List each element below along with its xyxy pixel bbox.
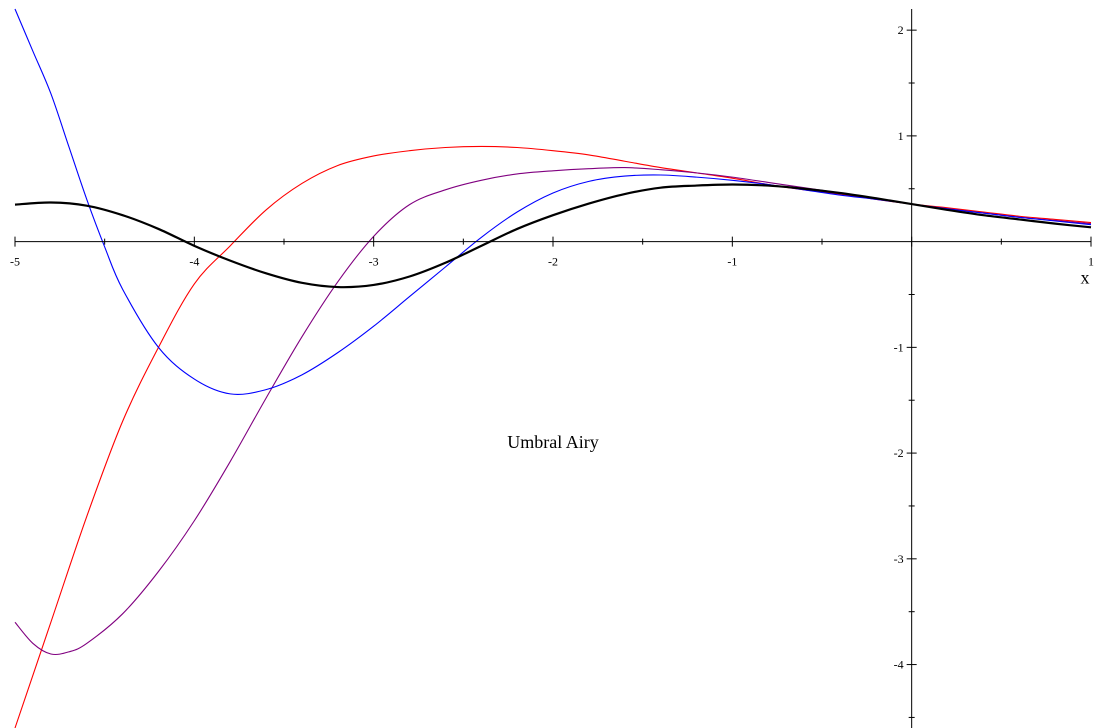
x-tick-label: -3 [369, 255, 379, 269]
y-tick-label: -3 [894, 552, 904, 566]
x-tick-label: -5 [10, 255, 20, 269]
y-tick-label: -2 [894, 446, 904, 460]
axes-layer: -5 -4 -3 -2 -1 1 2 1 -1 -2 -3 -4 [10, 9, 1094, 728]
curves-layer [14, 8, 1092, 728]
y-tick-label: 2 [898, 23, 904, 37]
x-tick-label: -1 [727, 255, 737, 269]
chart-annotation: Umbral Airy [507, 432, 599, 452]
y-tick-label: -1 [894, 340, 904, 354]
tick-labels: -5 -4 -3 -2 -1 1 2 1 -1 -2 -3 -4 [10, 23, 1094, 671]
series-line-2 [14, 8, 1092, 395]
x-axis-label: x [1081, 268, 1090, 288]
x-tick-label: -2 [548, 255, 558, 269]
x-tick-label: -4 [189, 255, 199, 269]
tick-marks [14, 29, 1092, 718]
x-tick-label: 1 [1088, 255, 1094, 269]
y-tick-label: 1 [898, 129, 904, 143]
y-tick-label: -4 [894, 658, 904, 672]
series-line-1 [14, 183, 1092, 289]
